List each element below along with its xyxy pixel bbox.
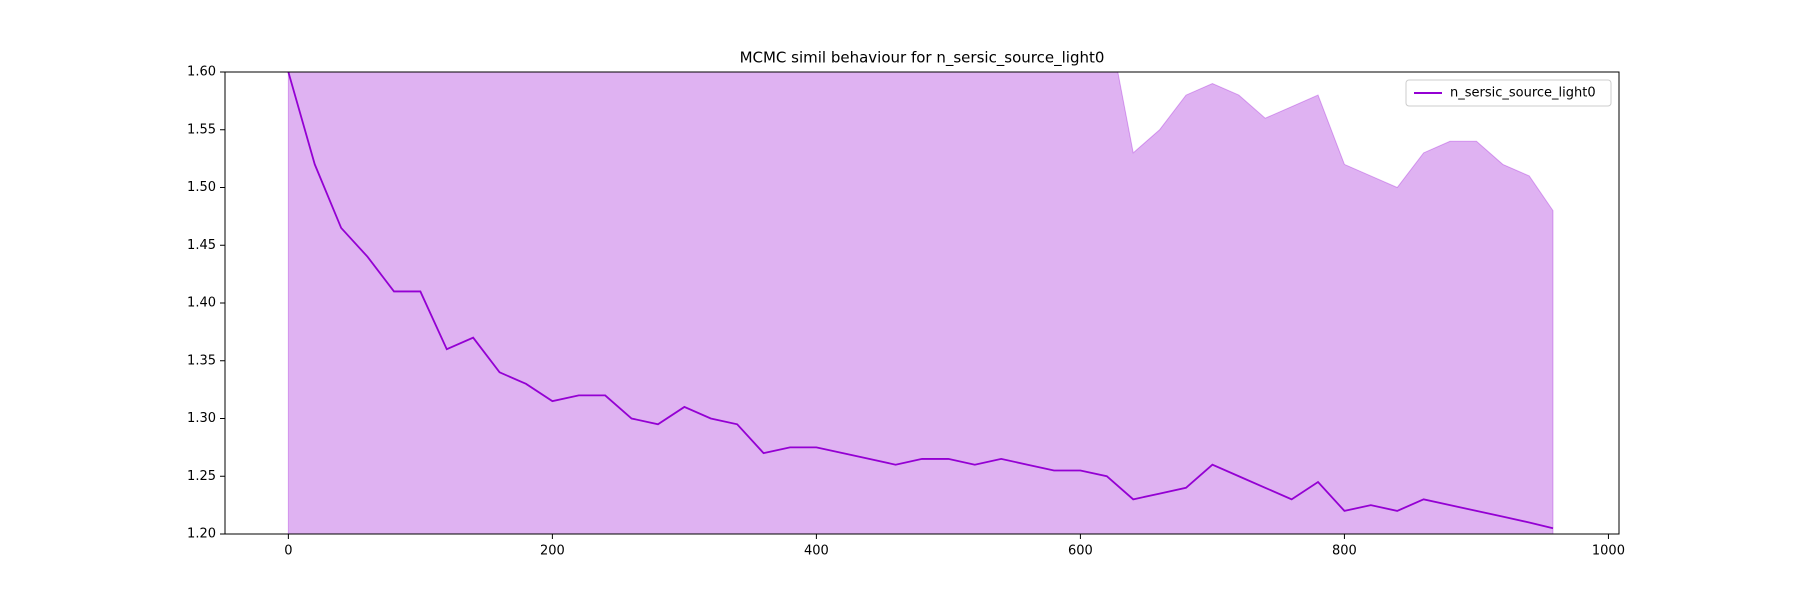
x-tick-label: 0 (284, 544, 292, 559)
y-tick-label: 1.55 (187, 122, 216, 137)
y-tick-label: 1.45 (187, 238, 216, 253)
y-tick-label: 1.40 (187, 296, 216, 311)
confidence-band (287, 72, 1554, 534)
legend-label: n_sersic_source_light0 (1450, 86, 1596, 101)
plot-area (287, 72, 1554, 534)
y-tick-label: 1.30 (187, 411, 216, 426)
y-tick-label: 1.20 (187, 527, 216, 542)
x-tick-label: 800 (1332, 544, 1357, 559)
y-tick-label: 1.25 (187, 469, 216, 484)
line (287, 72, 1554, 530)
y-tick-label: 1.35 (187, 353, 216, 368)
legend-box (1405, 79, 1612, 107)
chart-title: MCMC simil behaviour for n_sersic_source… (740, 49, 1105, 68)
x-tick-label: 200 (540, 544, 565, 559)
x-tick-label: 600 (1068, 544, 1093, 559)
y-tick-label: 1.50 (187, 180, 216, 195)
y-tick-label: 1.60 (187, 65, 216, 80)
x-tick-label: 400 (804, 544, 829, 559)
x-tick-label: 1000 (1592, 544, 1625, 559)
